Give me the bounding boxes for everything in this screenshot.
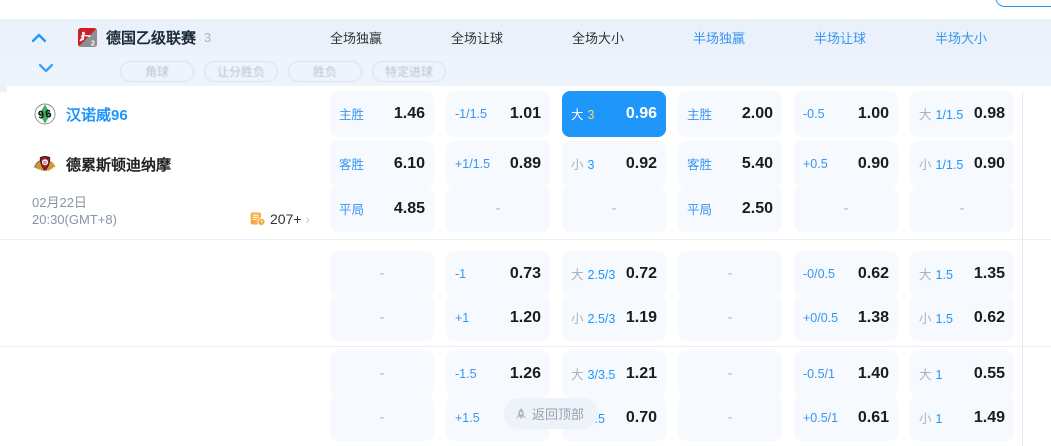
svg-text:6: 6 [45,108,52,121]
svg-text:D: D [43,160,47,166]
svg-text:2: 2 [91,38,95,46]
svg-text:9: 9 [37,109,44,122]
